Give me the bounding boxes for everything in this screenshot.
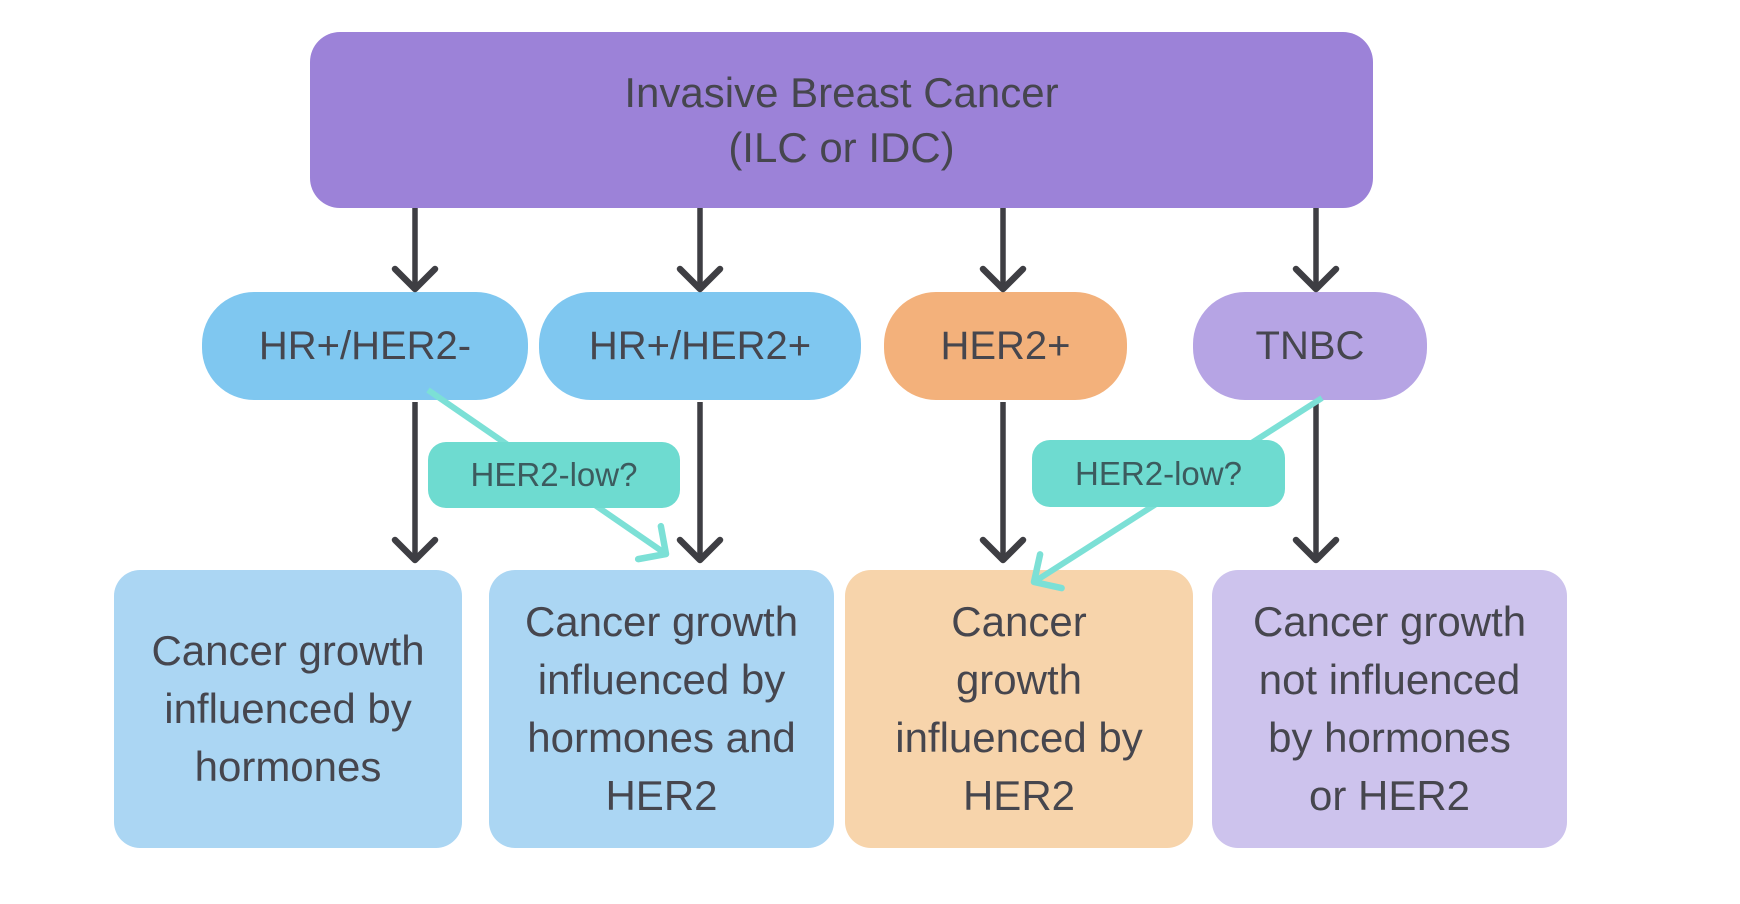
subtype-node-her2-pos: HER2+	[884, 292, 1127, 400]
her2-low-badge-label: HER2-low?	[1075, 454, 1242, 492]
root-node-invasive-breast-cancer: Invasive Breast Cancer (ILC or IDC)	[310, 32, 1373, 208]
her2-low-badge-left: HER2-low?	[428, 442, 680, 508]
subtype-label: TNBC	[1255, 323, 1365, 368]
subtype-node-tnbc: TNBC	[1193, 292, 1427, 400]
outcome-label: Cancer growth influenced by hormones	[151, 627, 425, 790]
subtype-node-hr-pos-her2-pos: HR+/HER2+	[539, 292, 861, 400]
subtype-node-hr-pos-her2-neg: HR+/HER2-	[202, 292, 528, 400]
outcome-label: Cancer growth influenced by HER2	[895, 598, 1143, 819]
her2-low-badge-right: HER2-low?	[1032, 440, 1285, 507]
outcome-label: Cancer growth not influenced by hormones…	[1252, 598, 1527, 819]
her2-low-badge-label: HER2-low?	[470, 456, 638, 493]
subtype-label: HR+/HER2-	[258, 323, 472, 368]
outcome-node-her2: Cancer growth influenced by HER2	[845, 570, 1193, 848]
outcome-label: Cancer growth influenced by hormones and…	[524, 598, 799, 819]
subtype-label: HER2+	[940, 323, 1071, 368]
outcome-node-hormones: Cancer growth influenced by hormones	[114, 570, 462, 848]
outcome-node-hormones-and-her2: Cancer growth influenced by hormones and…	[489, 570, 834, 848]
outcome-node-neither: Cancer growth not influenced by hormones…	[1212, 570, 1567, 848]
subtype-label: HR+/HER2+	[588, 323, 812, 368]
root-node-label: Invasive Breast Cancer (ILC or IDC)	[624, 68, 1059, 171]
